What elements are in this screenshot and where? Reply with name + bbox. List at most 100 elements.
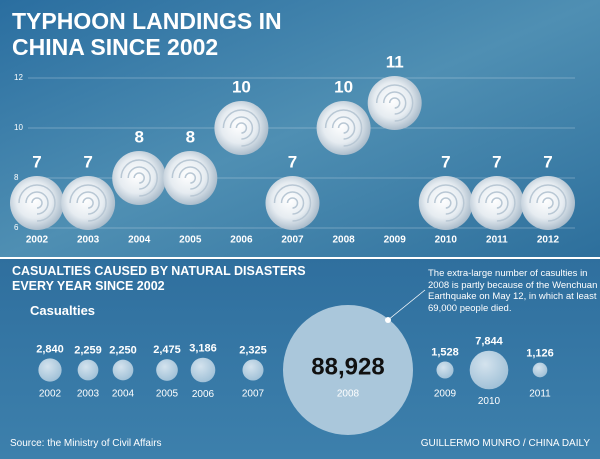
swirl-arm <box>18 184 56 222</box>
title-1: TYPHOON LANDINGS IN CHINA SINCE 2002 <box>12 8 282 60</box>
swirl-arm <box>337 122 350 134</box>
bubble <box>436 361 454 379</box>
typhoon <box>10 176 64 230</box>
typhoon <box>316 101 371 155</box>
value-label: 2,259 <box>74 345 102 357</box>
swirl-arm <box>25 191 49 215</box>
annotation-line <box>387 289 426 321</box>
x-label: 2010 <box>478 396 501 407</box>
x-tick-label: 2006 <box>230 235 253 246</box>
typhoon-chart: 6 8 10 12 2002 7 2003 7 2004 8 2005 8 2006 10 2007 7 200… <box>10 52 575 246</box>
value-label: 11 <box>386 52 404 71</box>
value-label: 8 <box>186 127 195 146</box>
source: Source: the Ministry of Civil Affairs <box>10 438 162 449</box>
typhoon <box>265 176 320 230</box>
x-tick-label: 2003 <box>77 235 100 246</box>
value-label: 1,528 <box>431 346 459 358</box>
y-tick-label: 10 <box>14 123 23 132</box>
x-label: 2006 <box>192 389 215 400</box>
bubble <box>156 359 178 381</box>
swirl-arm <box>427 184 465 222</box>
typhoon <box>418 176 473 230</box>
swirl-arm <box>286 197 299 209</box>
x-tick-label: 2007 <box>281 235 304 246</box>
value-label: 3,186 <box>189 343 217 355</box>
x-tick-label: 2011 <box>486 235 508 246</box>
swirl-arm <box>229 116 254 140</box>
swirl-arm <box>542 197 554 209</box>
swirl-arm <box>171 159 210 197</box>
swirl-arm <box>184 172 197 184</box>
swirl-arm <box>82 197 94 209</box>
swirl-arm <box>280 191 305 215</box>
typhoon <box>367 76 422 130</box>
swirl-arm <box>133 172 145 184</box>
value-label: 88,928 <box>311 353 384 380</box>
x-label: 2004 <box>112 389 135 400</box>
x-tick-label: 2004 <box>128 235 151 246</box>
x-label: 2008 <box>337 389 360 400</box>
subtitle: Casualties <box>30 303 96 318</box>
y-tick-label: 8 <box>14 173 19 182</box>
value-label: 7 <box>543 152 552 171</box>
bubble <box>242 359 264 381</box>
x-label: 2003 <box>77 389 100 400</box>
x-tick-label: 2010 <box>435 235 458 246</box>
swirl-arm <box>478 184 516 222</box>
bubble <box>532 362 548 378</box>
swirl-arm <box>382 91 407 115</box>
value-label: 7 <box>32 152 41 171</box>
swirl-arm <box>222 109 261 147</box>
title-2: CASUALTIES CAUSED BY NATURAL DISASTERS E… <box>12 264 306 293</box>
swirl-arm <box>178 166 203 190</box>
value-label: 10 <box>232 77 251 96</box>
value-label: 2,475 <box>153 344 181 356</box>
bubble <box>282 304 414 436</box>
casualty-chart: 2,840 2002 2,259 2003 2,250 2004 2,475 2005 3,18… <box>36 289 554 436</box>
y-tick-label: 12 <box>14 73 23 82</box>
swirl-arm <box>434 191 458 215</box>
value-label: 10 <box>334 77 353 96</box>
swirl-arm <box>375 84 414 122</box>
swirl-arm <box>388 97 401 109</box>
swirl-arm <box>31 197 43 209</box>
bubble <box>112 359 134 381</box>
credit: GUILLERMO MUNRO / CHINA DAILY <box>420 438 590 449</box>
x-label: 2009 <box>434 389 457 400</box>
x-label: 2002 <box>39 389 62 400</box>
bubble <box>38 358 62 382</box>
bubble <box>469 350 509 390</box>
x-tick-label: 2005 <box>179 235 202 246</box>
typhoon <box>214 101 269 155</box>
value-label: 1,126 <box>526 348 554 360</box>
x-label: 2011 <box>529 389 551 400</box>
bubble <box>77 359 99 381</box>
x-tick-label: 2009 <box>384 235 407 246</box>
typhoon <box>112 151 167 205</box>
value-label: 2,840 <box>36 343 64 355</box>
swirl-arm <box>76 191 100 215</box>
value-label: 7 <box>441 152 450 171</box>
value-label: 2,250 <box>109 345 137 357</box>
swirl-arm <box>69 184 107 222</box>
swirl-arm <box>120 159 158 197</box>
annotation: The extra-large number of casulties in 2… <box>428 268 598 314</box>
value-label: 8 <box>134 127 143 146</box>
swirl-arm <box>485 191 509 215</box>
value-label: 2,325 <box>239 344 267 356</box>
annotation-dot <box>385 317 391 323</box>
swirl-arm <box>273 184 312 222</box>
value-label: 7 <box>83 152 92 171</box>
swirl-arm <box>127 166 151 190</box>
swirl-arm <box>536 191 560 215</box>
x-label: 2007 <box>242 389 265 400</box>
typhoon <box>521 176 575 230</box>
swirl-arm <box>324 109 363 147</box>
value-label: 7 <box>492 152 501 171</box>
value-label: 7,844 <box>475 336 503 348</box>
typhoon <box>469 176 524 230</box>
swirl-arm <box>331 116 356 140</box>
x-tick-label: 2012 <box>537 235 560 246</box>
